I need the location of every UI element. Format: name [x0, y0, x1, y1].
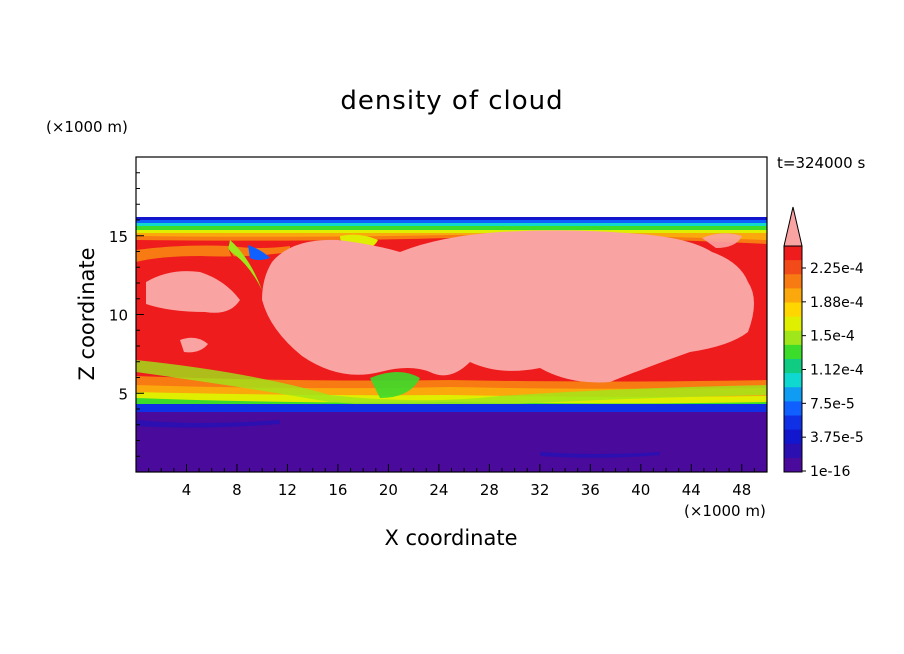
y-axis: 5 10 15: [109, 172, 144, 457]
x-tick-label: 48: [732, 481, 751, 499]
colorbar-label: 1.5e-4: [810, 329, 855, 345]
x-tick-label: 4: [182, 481, 192, 499]
colorbar-segment: [784, 387, 802, 402]
x-tick-label: 28: [480, 481, 499, 499]
colorbar-segment: [784, 316, 802, 332]
colorbar-segment: [784, 246, 802, 261]
colorbar: 2.25e-4 1.88e-4 1.5e-4 1.12e-4 7.5e-5 3.75e-5…: [783, 206, 864, 480]
colorbar-segment: [784, 443, 802, 459]
colorbar-segment: [784, 401, 802, 416]
colorbar-segment: [784, 359, 802, 374]
colorbar-label: 7.5e-5: [810, 396, 855, 412]
x-tick-label: 32: [530, 481, 549, 499]
time-label: t=324000 s: [777, 154, 866, 172]
x-tick-label: 44: [682, 481, 701, 499]
x-axis-unit: (×1000 m): [684, 502, 766, 520]
x-tick-label: 24: [429, 481, 448, 499]
colorbar-segment: [784, 302, 802, 318]
colorbar-label: 2.25e-4: [810, 261, 864, 277]
colorbar-frame: [783, 245, 803, 473]
x-tick-label: 20: [379, 481, 398, 499]
colorbar-segment: [784, 373, 802, 388]
colorbar-segment: [784, 274, 802, 289]
colorbar-label: 1.88e-4: [810, 295, 864, 311]
colorbar-segment: [784, 415, 802, 431]
x-tick-label: 40: [631, 481, 650, 499]
y-tick-label: 15: [109, 228, 128, 246]
colorbar-segment: [784, 429, 802, 445]
colorbar-segment: [784, 260, 802, 275]
colorbar-segment: [784, 344, 802, 360]
x-axis-label: X coordinate: [384, 526, 518, 550]
colorbar-segment: [784, 330, 802, 346]
colorbar-label: 1.12e-4: [810, 363, 864, 379]
colorbar-segment: [784, 457, 802, 473]
colorbar-label: 3.75e-5: [810, 430, 864, 446]
y-tick-label: 5: [118, 385, 128, 403]
x-tick-label: 16: [328, 481, 347, 499]
density-field: [136, 217, 767, 472]
y-tick-label: 10: [109, 307, 128, 325]
colorbar-label: 1e-16: [810, 464, 850, 480]
colorbar-extend-max: [783, 206, 803, 247]
x-axis: 4 8 12 16 20 24 28 32 36 40 44 48: [148, 464, 755, 499]
colorbar-segment: [784, 288, 802, 303]
chart-title: density of cloud: [340, 86, 564, 116]
x-tick-label: 8: [232, 481, 242, 499]
x-tick-label: 12: [278, 481, 297, 499]
x-tick-label: 36: [581, 481, 600, 499]
y-axis-unit: (×1000 m): [46, 118, 128, 136]
